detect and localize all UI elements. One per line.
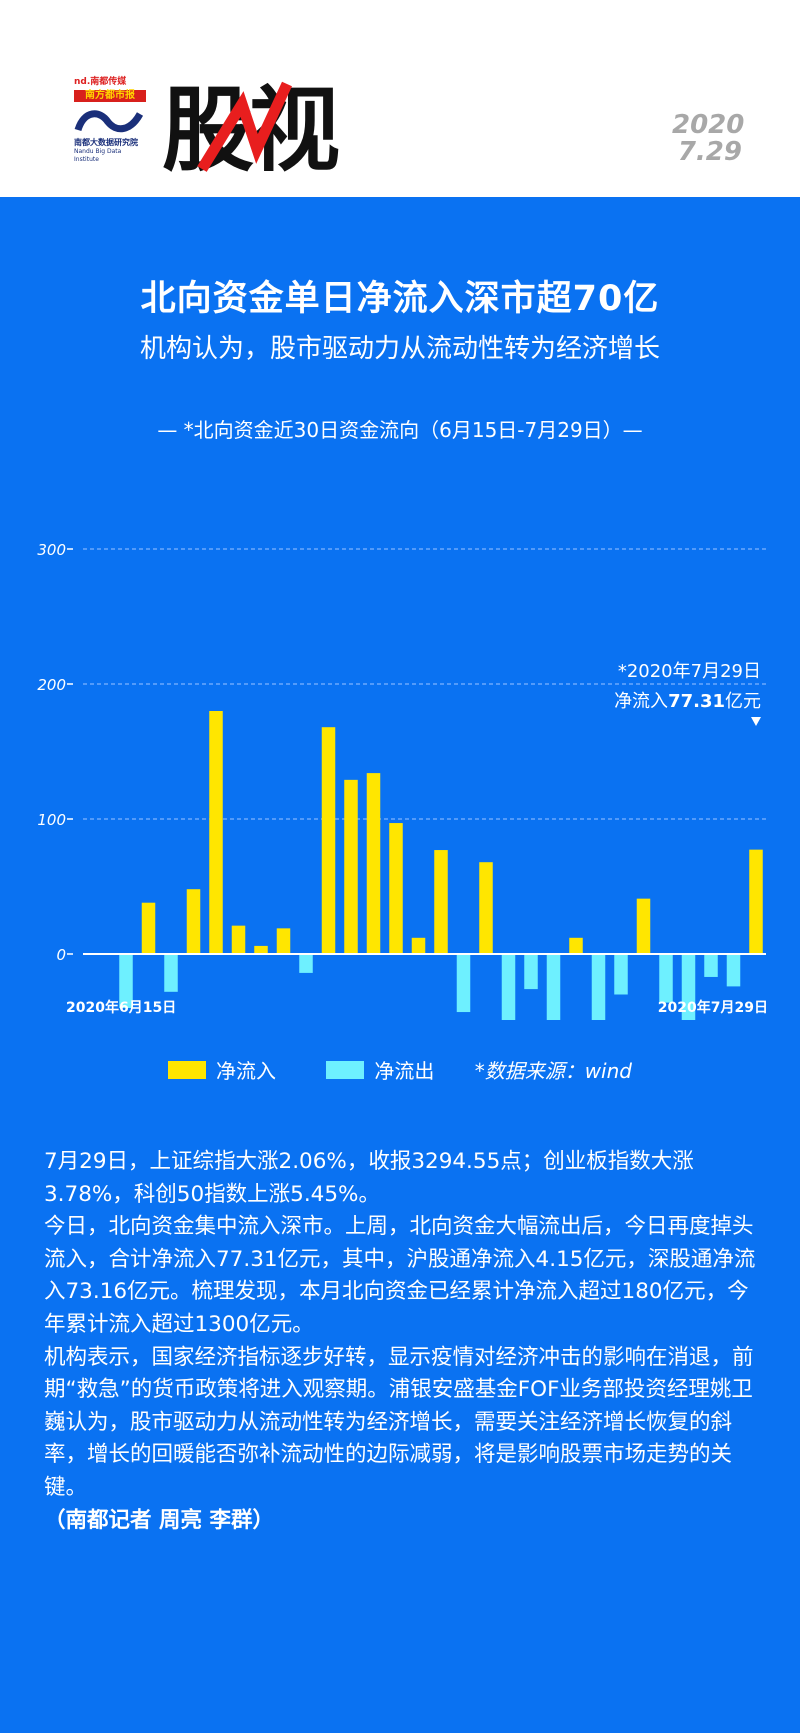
- date-year: 2020: [672, 110, 745, 140]
- bar-outflow: [164, 954, 178, 992]
- page-title: 北向资金单日净流入深市超70亿: [140, 279, 660, 319]
- y-tick-label: 0: [56, 946, 66, 964]
- legend-swatch-inflow: [167, 1060, 206, 1079]
- paragraph: 机构表示，国家经济指标逐步好转，显示疫情对经济冲击的影响在消退，前期“救急”的货…: [44, 1344, 754, 1500]
- chart-legend: 净流入 净流出 *数据来源：wind: [0, 1055, 800, 1084]
- article-body: 7月29日，上证综指大涨2.06%，收报3294.55点；创业板指数大涨3.78…: [44, 1146, 770, 1537]
- legend-swatch-outflow: [326, 1060, 365, 1079]
- bar-inflow: [366, 773, 381, 954]
- annotation-value: 净流入77.31亿元: [614, 691, 761, 712]
- bar-inflow: [209, 711, 223, 954]
- y-tick-label: 100: [37, 811, 66, 829]
- bar-inflow: [186, 889, 201, 954]
- annotation-suffix: 亿元: [725, 691, 761, 712]
- bar-inflow: [141, 902, 156, 954]
- brand-logo: 股视: [162, 77, 345, 174]
- bar-outflow: [546, 954, 561, 1020]
- legend-inflow: 净流入: [215, 1059, 276, 1083]
- bar-inflow: [636, 898, 651, 954]
- y-tick-label: 200: [37, 676, 66, 694]
- logo-line: 南都大数据研究院: [74, 138, 138, 147]
- bar-outflow: [119, 954, 133, 1008]
- bar-outflow: [681, 954, 696, 1020]
- byline: （南都记者 周亮 李群）: [44, 1507, 274, 1533]
- chart-title: — *北向资金近30日资金流向（6月15日-7月29日）—: [157, 418, 643, 442]
- header: nd.南都传媒 南方都市报 南都大数据研究院 Nandu Big Data In…: [0, 0, 800, 197]
- bar-inflow: [749, 849, 763, 954]
- bar-inflow: [344, 779, 358, 954]
- bar-inflow: [569, 937, 583, 954]
- annotation-value: 77.31: [668, 691, 725, 712]
- bar-inflow: [411, 937, 426, 954]
- bar-outflow: [614, 954, 628, 995]
- bar-chart: 3002001000-100-2002020年6月15日2020年7月29日*2…: [37, 541, 768, 1020]
- logo-line: nd.南都传媒: [74, 77, 127, 87]
- bar-outflow: [501, 954, 516, 1020]
- bar-outflow: [659, 954, 673, 1003]
- triangle-down-icon: [751, 717, 761, 726]
- wave-logo-icon: [74, 110, 144, 133]
- bar-inflow: [321, 727, 336, 954]
- issue-date: 2020 7.29: [672, 110, 745, 167]
- x-start-label: 2020年6月15日: [66, 999, 176, 1016]
- paragraph: 今日，北向资金集中流入深市。上周，北向资金大幅流出后，今日再度掉头流入，合计净流…: [44, 1214, 756, 1337]
- bar-inflow: [254, 945, 268, 954]
- bar-inflow: [389, 823, 403, 954]
- bar-outflow: [726, 954, 741, 987]
- bar-outflow: [591, 954, 606, 1020]
- bar-outflow: [704, 954, 718, 977]
- bar-outflow: [299, 954, 313, 973]
- page-subtitle: 机构认为，股市驱动力从流动性转为经济增长: [139, 334, 660, 364]
- paragraph: 7月29日，上证综指大涨2.06%，收报3294.55点；创业板指数大涨3.78…: [44, 1149, 694, 1207]
- publisher-logo: nd.南都传媒 南方都市报 南都大数据研究院 Nandu Big Data In…: [74, 76, 146, 168]
- bar-inflow: [479, 862, 493, 954]
- bar-inflow: [276, 928, 291, 954]
- x-end-label: 2020年7月29日: [658, 999, 768, 1016]
- annotation-date: *2020年7月29日: [618, 661, 761, 682]
- logo-line: Nandu Big Data Institute: [74, 148, 122, 163]
- logo-line: 南方都市报: [74, 90, 146, 102]
- annotation-prefix: 净流入: [614, 691, 668, 712]
- date-day: 7.29: [677, 137, 742, 167]
- bar-outflow: [524, 954, 538, 990]
- legend-outflow: 净流出: [374, 1059, 435, 1083]
- bar-inflow: [434, 850, 448, 954]
- bar-inflow: [231, 925, 246, 954]
- y-tick-label: 300: [37, 541, 66, 559]
- data-source: *数据来源：wind: [474, 1059, 632, 1083]
- bar-outflow: [456, 954, 471, 1013]
